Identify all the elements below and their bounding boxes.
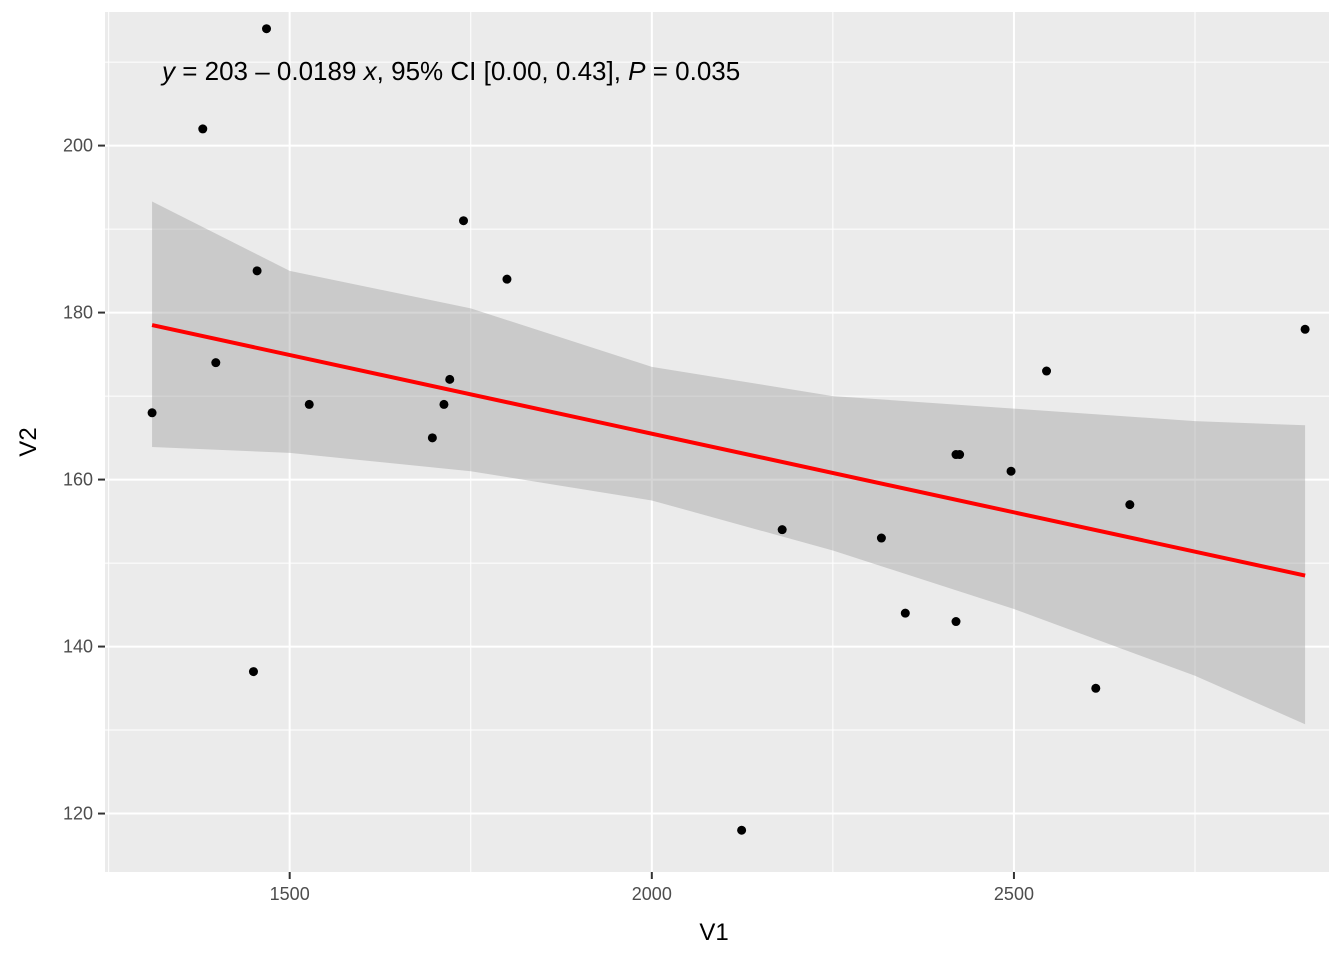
data-point [439, 399, 449, 409]
annotation-p-var: P [628, 56, 646, 86]
data-point [955, 450, 965, 460]
annotation-ci: , 95% CI [0.00, 0.43], [377, 56, 628, 86]
data-point [198, 124, 208, 134]
confidence-band-layer [152, 201, 1306, 725]
y-tick-label: 200 [63, 136, 93, 156]
data-point [777, 525, 787, 535]
regression-line [151, 323, 1306, 578]
data-point [951, 617, 961, 627]
data-point [262, 24, 272, 34]
annotation-p-value: = 0.035 [646, 56, 741, 86]
data-point [445, 374, 455, 384]
data-point [252, 266, 262, 276]
major-gridlines [105, 12, 1329, 872]
y-tick-label: 160 [63, 470, 93, 490]
y-tick-label: 180 [63, 303, 93, 323]
data-point [304, 399, 314, 409]
x-axis-ticks: 1500 2000 2500 [270, 872, 1034, 904]
confidence-band [152, 201, 1306, 725]
data-point [502, 274, 512, 284]
data-point [147, 408, 157, 418]
y-tick-label: 120 [63, 804, 93, 824]
data-point [1042, 366, 1052, 376]
points-layer [147, 24, 1310, 835]
fit-line-layer [151, 323, 1306, 578]
data-point [737, 825, 747, 835]
x-tick-label: 2500 [994, 884, 1034, 904]
data-point [248, 667, 258, 677]
y-axis-title: V2 [15, 427, 42, 456]
annotation-equation: = 203 – 0.0189 [175, 56, 364, 86]
panel-background [105, 12, 1329, 872]
data-point [1125, 500, 1135, 510]
data-point [1006, 466, 1016, 476]
data-point [1091, 683, 1101, 693]
x-tick-label: 1500 [270, 884, 310, 904]
x-tick-label: 2000 [632, 884, 672, 904]
annotation-y-var: y [160, 56, 177, 86]
y-tick-label: 140 [63, 637, 93, 657]
data-point [427, 433, 437, 443]
data-point [459, 216, 469, 226]
x-axis-title: V1 [699, 919, 728, 946]
y-axis-ticks: 120 140 160 180 200 [63, 136, 105, 824]
minor-gridlines [105, 12, 1329, 872]
data-point [211, 358, 221, 368]
regression-annotation: y = 203 – 0.0189 x, 95% CI [0.00, 0.43],… [160, 56, 740, 86]
data-point [1300, 324, 1310, 334]
data-point [900, 608, 910, 618]
data-point [876, 533, 886, 543]
annotation-x-var: x [362, 56, 378, 86]
